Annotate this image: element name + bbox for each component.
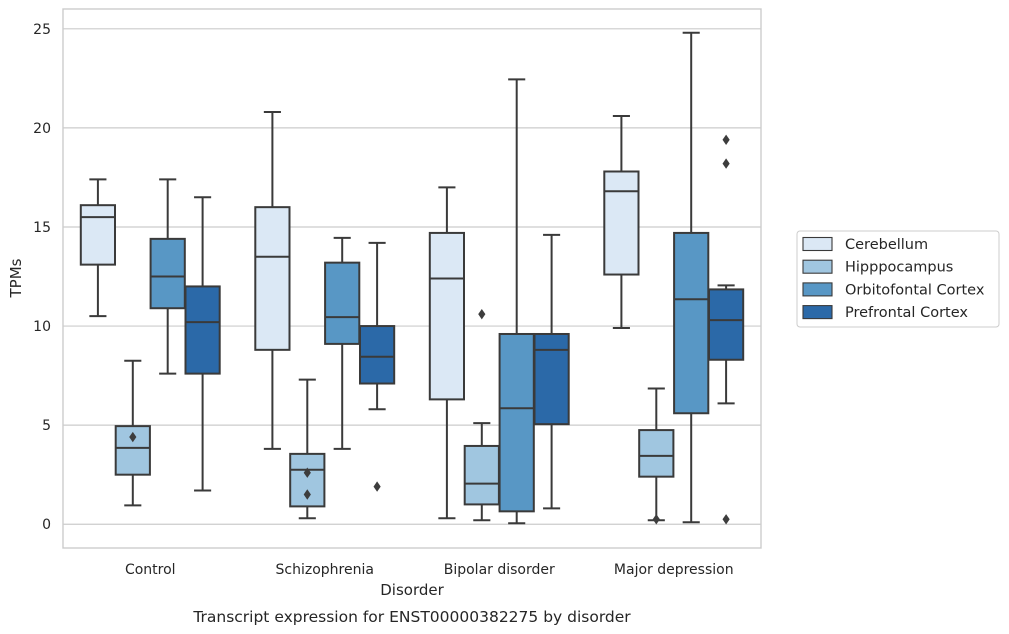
x-tick-label: Bipolar disorder xyxy=(444,562,555,578)
plot-area-frame xyxy=(62,8,762,549)
outlier-point xyxy=(303,489,311,500)
box-iqr xyxy=(324,261,361,345)
outlier-point xyxy=(652,514,660,525)
box-2-2 xyxy=(498,78,535,525)
x-tick-labels: Control Schizophrenia Bipolar disorder Majo… xyxy=(125,562,734,578)
box-3-1 xyxy=(358,241,396,492)
y-tick-label: 15 xyxy=(33,220,51,236)
box-iqr xyxy=(498,332,535,513)
box-2-0 xyxy=(149,178,186,375)
box-2-3 xyxy=(673,31,710,524)
box-3-0 xyxy=(184,196,221,492)
box-iqr xyxy=(358,325,396,385)
box-0-1 xyxy=(254,111,291,450)
legend: Cerebellum Hipppocampus Orbitofontal Corte… xyxy=(796,230,1000,328)
box-iqr xyxy=(149,237,186,310)
box-3-3 xyxy=(707,134,745,525)
box-1-1 xyxy=(289,378,326,520)
legend-label: Orbitofontal Cortex xyxy=(845,282,985,298)
box-iqr xyxy=(254,206,291,351)
y-tick-label: 0 xyxy=(42,517,51,533)
grid-lines xyxy=(63,28,761,525)
box-iqr xyxy=(707,288,745,361)
legend-swatch xyxy=(802,282,833,297)
box-1-0 xyxy=(114,359,151,507)
box-iqr xyxy=(184,285,221,375)
y-tick-label: 20 xyxy=(33,121,51,137)
x-tick-label: Schizophrenia xyxy=(276,562,374,578)
box-3-2 xyxy=(533,233,570,510)
outlier-point xyxy=(478,308,486,320)
box-iqr xyxy=(533,332,570,426)
box-1-2 xyxy=(463,308,500,522)
box-iqr xyxy=(603,170,640,276)
outlier-point xyxy=(722,514,730,525)
y-tick-label: 5 xyxy=(42,418,51,434)
box-1-3 xyxy=(638,387,675,525)
box-0-2 xyxy=(428,186,466,520)
box-2-1 xyxy=(324,236,361,450)
legend-swatch xyxy=(802,259,833,274)
outlier-point xyxy=(129,431,137,443)
box-layer xyxy=(79,31,745,525)
y-axis-title: TPMs xyxy=(7,258,25,298)
box-iqr xyxy=(463,444,500,506)
box-iqr xyxy=(289,452,326,508)
legend-swatch xyxy=(802,305,833,320)
y-tick-label: 25 xyxy=(33,22,51,38)
outlier-point xyxy=(722,158,730,169)
box-0-3 xyxy=(603,115,640,330)
legend-swatch xyxy=(802,236,833,252)
box-0-0 xyxy=(79,178,117,318)
y-tick-labels: 0 5 10 15 20 25 xyxy=(33,22,51,533)
legend-frame xyxy=(796,230,1000,328)
y-tick-label: 10 xyxy=(33,319,51,335)
box-iqr xyxy=(673,231,710,415)
box-iqr xyxy=(79,204,117,266)
chart-caption: Transcript expression for ENST0000038227… xyxy=(192,608,631,626)
x-tick-label: Major depression xyxy=(614,562,734,578)
x-tick-label: Control xyxy=(125,562,176,578)
legend-label: Hipppocampus xyxy=(845,260,953,276)
legend-label: Prefrontal Cortex xyxy=(845,305,968,321)
outlier-point xyxy=(722,134,730,145)
outlier-point xyxy=(303,467,311,478)
legend-label: Cerebellum xyxy=(845,237,928,253)
box-iqr xyxy=(428,231,466,401)
outlier-point xyxy=(373,481,381,492)
box-iqr xyxy=(638,429,675,478)
x-axis-title: Disorder xyxy=(380,581,444,599)
